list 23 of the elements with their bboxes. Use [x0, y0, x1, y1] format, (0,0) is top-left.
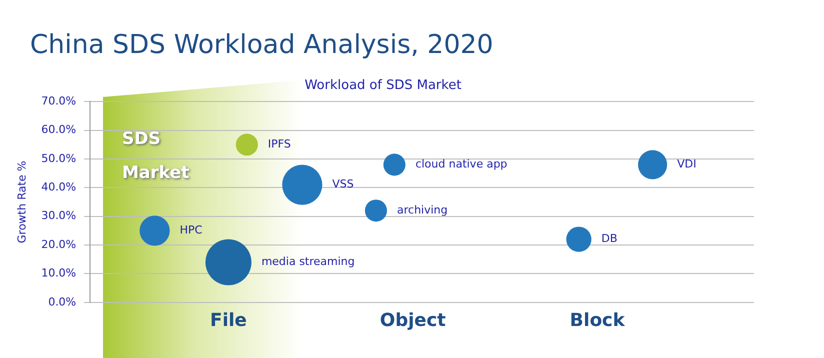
- series-label: VSS: [332, 178, 354, 191]
- y-tick-label: 60.0%: [41, 123, 76, 136]
- x-tick-label: Block: [570, 310, 626, 331]
- series-label: DB: [601, 232, 618, 246]
- x-tick-label: File: [210, 310, 247, 331]
- y-axis-title: Growth Rate %: [15, 160, 28, 244]
- y-tick-label: 40.0%: [41, 180, 76, 194]
- series-label: VDI: [677, 158, 696, 171]
- y-tick-label: 30.0%: [41, 209, 76, 222]
- y-tick-label: 20.0%: [41, 238, 76, 251]
- chart-title: China SDS Workload Analysis, 2020: [30, 30, 494, 60]
- series-label: HPC: [180, 224, 203, 237]
- series-label: archiving: [397, 203, 448, 216]
- x-tick-label: Object: [380, 310, 446, 331]
- y-tick-label: 10.0%: [41, 266, 76, 280]
- chart-subtitle: Workload of SDS Market: [304, 78, 462, 94]
- annotation: SDS Market: [122, 128, 190, 185]
- y-tick-label: 70.0%: [41, 94, 76, 108]
- y-tick-label: 50.0%: [41, 152, 76, 165]
- y-tick-label: 0.0%: [48, 295, 76, 308]
- series-label: media streaming: [261, 255, 355, 268]
- series-label: cloud native app: [415, 158, 508, 171]
- series-label: IPFS: [268, 137, 291, 150]
